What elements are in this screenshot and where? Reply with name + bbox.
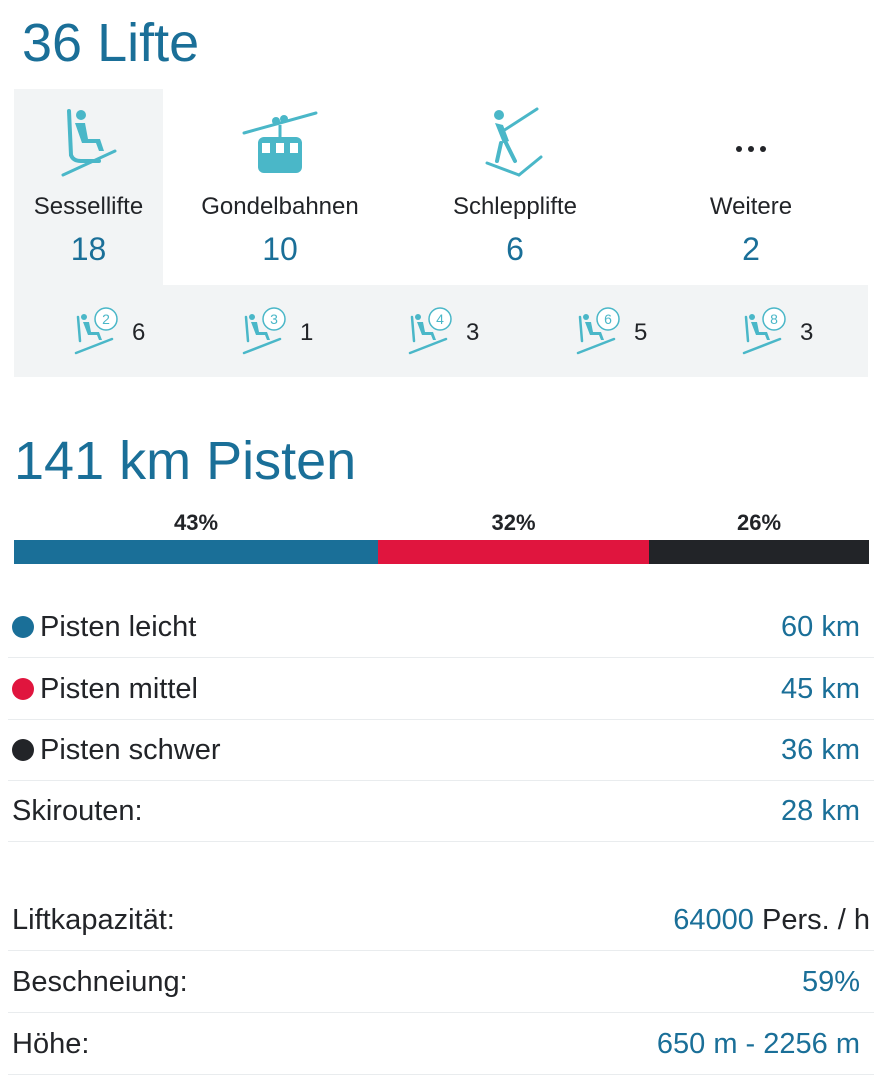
tab-label: Sessellifte [33, 193, 144, 220]
tab-count: 2 [742, 231, 760, 267]
seat-number: 4 [436, 311, 444, 327]
row-label: Liftkapazität: [12, 904, 175, 936]
chairlift-seats-icon: 6 [576, 307, 620, 355]
gondola-icon [242, 111, 318, 173]
row-label: Höhe: [12, 1028, 90, 1060]
seat-count: 1 [300, 319, 314, 346]
chairlift-seats-icon: 3 [242, 307, 286, 355]
seat-number: 2 [102, 311, 110, 327]
tab-label: Gondelbahnen [201, 193, 359, 220]
stat-row-snowmaking: Beschneiung: 59% [8, 950, 874, 1013]
tab-chairlifts[interactable]: Sessellifte 18 [14, 89, 163, 285]
seat-count: 3 [466, 319, 480, 346]
row-value: 45 km [781, 673, 860, 705]
chairlift-seats-icon: 8 [742, 307, 786, 355]
tab-count: 18 [70, 231, 107, 267]
capacity-value: 64000 [673, 904, 754, 936]
easy-dot-icon [12, 616, 34, 638]
piste-row-easy: Pisten leicht 60 km [8, 595, 874, 658]
row-label: Pisten leicht [40, 611, 197, 643]
hard-dot-icon [12, 739, 34, 761]
lift-type-tabs: Sessellifte 18 Gondelbahnen 10 [14, 89, 868, 285]
piste-row-medium: Pisten mittel 45 km [8, 657, 874, 720]
bar-segment-medium [378, 540, 649, 564]
tab-label: Weitere [709, 193, 793, 220]
row-value: 28 km [781, 795, 860, 827]
pct-label-hard: 26% [736, 510, 782, 535]
pct-label-medium: 32% [491, 510, 536, 535]
chairlift-icon [61, 109, 116, 177]
tab-label: Schlepplifte [452, 193, 578, 220]
row-label: Beschneiung: [12, 966, 188, 998]
bar-segment-easy [14, 540, 378, 564]
row-value: 59% [801, 966, 860, 998]
piste-row-hard: Pisten schwer 36 km [8, 718, 874, 781]
more-icon [736, 146, 766, 152]
pistes-title: 141 km Pisten [14, 431, 357, 491]
tab-count: 10 [262, 231, 298, 267]
draglift-icon [485, 107, 543, 177]
seat-count: 6 [132, 319, 146, 346]
lifts-title: 36 Lifte [22, 13, 200, 73]
capacity-unit: Pers. / h [753, 904, 870, 936]
row-label: Pisten schwer [40, 734, 221, 766]
seat-count: 3 [800, 319, 814, 346]
row-label: Skirouten: [12, 795, 143, 827]
row-value: 60 km [781, 611, 860, 643]
tab-count: 6 [506, 231, 524, 267]
seat-number: 8 [770, 311, 778, 327]
tab-draglifts[interactable]: Schlepplifte 6 [440, 89, 590, 285]
chairlift-seat-breakdown: 2 6 3 1 4 3 [14, 285, 868, 377]
piste-row-skiroutes: Skirouten: 28 km [8, 779, 874, 842]
chairlift-seats-icon: 2 [74, 307, 118, 355]
tab-gondolas[interactable]: Gondelbahnen 10 [194, 89, 366, 285]
stat-row-altitude: Höhe: 650 m - 2256 m [8, 1012, 874, 1075]
bar-segment-hard [649, 540, 869, 564]
row-value: 650 m - 2256 m [656, 1028, 860, 1060]
tab-other[interactable]: Weitere 2 [678, 89, 824, 285]
row-value: 64000 Pers. / h [673, 904, 870, 937]
chairlift-seats-icon: 4 [408, 307, 452, 355]
seat-number: 6 [604, 311, 612, 327]
pct-label-easy: 43% [173, 510, 219, 535]
seat-number: 3 [270, 311, 278, 327]
seat-count: 5 [634, 319, 648, 346]
row-label: Pisten mittel [40, 673, 198, 705]
row-value: 36 km [781, 734, 860, 766]
medium-dot-icon [12, 678, 34, 700]
stat-row-capacity: Liftkapazität: 64000 Pers. / h [8, 888, 874, 951]
